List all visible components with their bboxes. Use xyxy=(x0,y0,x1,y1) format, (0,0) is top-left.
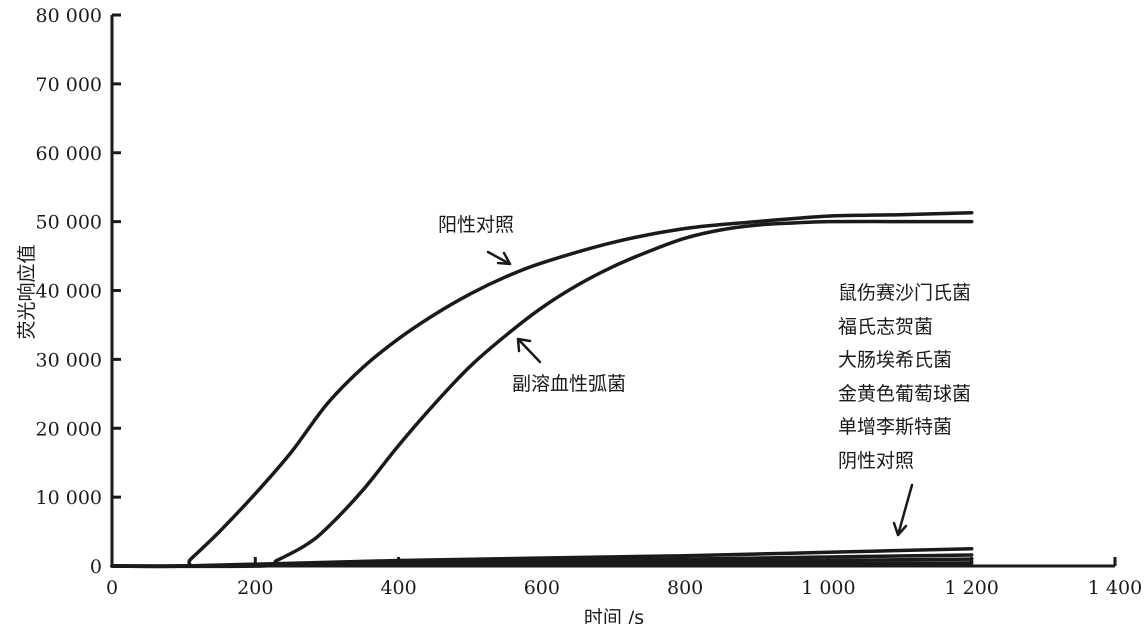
annotation-vibrio: 副溶血性弧菌 xyxy=(512,337,626,395)
annotation-negatives: 鼠伤赛沙门氏菌 福氏志贺菌 大肠埃希氏菌 金黄色葡萄球菌 单增李斯特菌 阴性对照 xyxy=(838,282,971,537)
series-line-2 xyxy=(110,219,974,569)
x-tick-label: 1 400 xyxy=(1088,577,1142,599)
y-tick-label: 40 000 xyxy=(36,281,102,303)
series-lines xyxy=(110,210,974,569)
annotation-negatives-line-4: 金黄色葡萄球菌 xyxy=(838,383,971,405)
x-tick-label: 800 xyxy=(667,577,703,599)
y-axis-title: 荧光响应值 xyxy=(16,244,38,339)
y-tick-label: 70 000 xyxy=(36,74,102,96)
y-tick-label: 20 000 xyxy=(36,418,102,440)
annotation-positive-label: 阳性对照 xyxy=(438,214,514,236)
annotation-negatives-line-3: 大肠埃希氏菌 xyxy=(838,349,952,371)
y-tick-label: 50 000 xyxy=(36,212,102,234)
x-tick-label: 200 xyxy=(237,577,273,599)
annotation-vibrio-arrow xyxy=(516,337,542,364)
x-tick-label: 1 200 xyxy=(945,577,999,599)
series-line-1 xyxy=(110,210,974,569)
annotation-positive: 阳性对照 xyxy=(438,214,514,266)
annotation-negatives-arrow xyxy=(892,483,914,537)
axis-ticks: 0 200 400 600 800 1 000 1 200 1 400 0 10 000 20 00… xyxy=(36,5,1143,599)
y-tick-label: 80 000 xyxy=(36,5,102,27)
x-tick-label: 1 000 xyxy=(801,577,855,599)
x-axis-title: 时间 /s xyxy=(584,607,644,624)
x-tick-label: 400 xyxy=(380,577,416,599)
annotation-negatives-line-5: 单增李斯特菌 xyxy=(838,416,952,438)
annotation-negatives-line-2: 福氏志贺菌 xyxy=(838,316,933,338)
series-line-6 xyxy=(110,561,974,568)
y-tick-label: 10 000 xyxy=(36,487,102,509)
annotation-positive-arrow xyxy=(486,250,512,266)
annotation-negatives-line-6: 阴性对照 xyxy=(838,450,914,472)
y-tick-label: 30 000 xyxy=(36,349,102,371)
y-tick-label: 0 xyxy=(90,556,102,578)
annotation-negatives-line-1: 鼠伤赛沙门氏菌 xyxy=(838,282,971,304)
y-tick-label: 60 000 xyxy=(36,143,102,165)
annotation-vibrio-label: 副溶血性弧菌 xyxy=(512,373,626,395)
x-tick-label: 600 xyxy=(524,577,560,599)
x-tick-label: 0 xyxy=(106,577,118,599)
